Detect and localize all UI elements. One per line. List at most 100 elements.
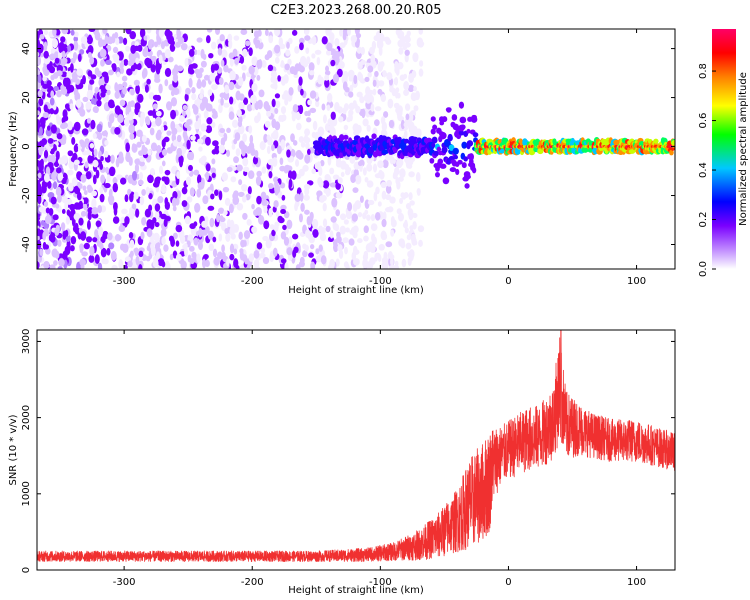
heatmap-cell: [87, 210, 92, 221]
heatmap-cell: [277, 75, 281, 82]
heatmap-cell: [378, 80, 385, 87]
heatmap-cell: [205, 171, 209, 181]
heatmap-cell: [150, 168, 155, 176]
heatmap-cell: [366, 124, 371, 132]
heatmap-cell: [181, 186, 188, 195]
heatmap-cell: [188, 48, 195, 57]
heatmap-cell: [94, 107, 99, 114]
heatmap-cell: [54, 57, 60, 64]
heatmap-cell: [429, 157, 435, 164]
heatmap-cell: [338, 134, 345, 142]
heatmap-cell: [184, 93, 189, 102]
x-tick-label: -300: [113, 577, 136, 588]
heatmap-cell: [353, 130, 360, 136]
heatmap-cell: [337, 177, 343, 184]
heatmap-cell: [202, 53, 207, 60]
heatmap-cell: [94, 229, 99, 238]
heatmap-cell: [364, 176, 369, 183]
heatmap-cell: [453, 154, 459, 160]
heatmap-cell: [329, 230, 334, 239]
heatmap-cell: [155, 116, 162, 127]
heatmap-cell: [55, 167, 62, 174]
heatmap-cell: [89, 56, 95, 65]
heatmap-cell: [94, 86, 100, 94]
heatmap-cell: [439, 120, 445, 126]
heatmap-cell: [353, 245, 358, 255]
colorbar-label: Normalized spectral amplitude: [738, 72, 749, 226]
heatmap-cell: [280, 258, 287, 264]
heatmap-cell: [294, 45, 300, 54]
heatmap-cell: [229, 70, 236, 81]
heatmap-cell: [396, 61, 404, 70]
heatmap-cell: [155, 110, 162, 117]
heatmap-cell: [382, 70, 387, 78]
heatmap-cell: [332, 220, 337, 231]
heatmap-cell: [273, 223, 279, 232]
heatmap-cell: [68, 182, 74, 192]
heatmap-cell: [226, 258, 230, 267]
heatmap-cell: [282, 224, 287, 231]
heatmap-cell: [455, 168, 460, 176]
heatmap-cell: [139, 196, 145, 206]
heatmap-cell: [173, 64, 179, 73]
heatmap-cell: [37, 110, 40, 116]
heatmap-cell: [272, 77, 278, 85]
heatmap-cell: [53, 260, 58, 266]
heatmap-cell: [291, 170, 297, 180]
heatmap-cell: [320, 255, 327, 265]
heatmap-cell: [398, 47, 404, 55]
heatmap-cell: [378, 243, 385, 251]
heatmap-cell: [175, 240, 180, 247]
heatmap-cell: [180, 260, 187, 269]
heatmap-cell: [325, 65, 330, 72]
heatmap-cell: [53, 86, 60, 92]
heatmap-cell: [351, 213, 358, 222]
heatmap-cell: [309, 244, 315, 250]
heatmap-cell: [89, 79, 95, 85]
heatmap-cell: [94, 67, 100, 76]
heatmap-cell: [411, 70, 417, 79]
heatmap-cell: [257, 29, 262, 37]
heatmap-cell: [184, 247, 188, 258]
heatmap-cell: [120, 66, 125, 75]
heatmap-cell: [144, 84, 149, 93]
heatmap-cell: [326, 42, 333, 52]
heatmap-cell: [213, 63, 220, 71]
heatmap-cell: [320, 159, 325, 167]
heatmap-cell: [114, 82, 119, 92]
heatmap-cell: [274, 121, 281, 131]
heatmap-cell: [339, 42, 346, 49]
heatmap-cell: [67, 121, 73, 131]
heatmap-cell: [112, 46, 119, 54]
heatmap-cell: [321, 103, 326, 111]
heatmap-cell: [86, 117, 92, 124]
heatmap-cell: [370, 214, 376, 222]
heatmap-cell: [243, 240, 247, 247]
heatmap-cell: [451, 114, 458, 121]
heatmap-cell: [156, 129, 162, 137]
heatmap-cell: [106, 89, 111, 96]
heatmap-cell: [105, 166, 110, 174]
colorbar-tick-label: 0.8: [698, 63, 709, 79]
heatmap-cell: [381, 190, 387, 200]
heatmap-cell: [166, 147, 174, 154]
heatmap-cell: [270, 70, 278, 79]
heatmap-cell: [160, 228, 167, 237]
heatmap-cell: [167, 56, 174, 63]
heatmap-cell: [194, 99, 200, 106]
heatmap-cell: [269, 253, 274, 263]
heatmap-cell: [191, 87, 196, 94]
heatmap-cell: [182, 130, 188, 140]
heatmap-cell: [268, 35, 274, 44]
heatmap-cell: [146, 29, 152, 34]
heatmap-cell: [418, 68, 424, 77]
heatmap-cell: [332, 73, 340, 84]
heatmap-cell: [164, 49, 171, 59]
heatmap-cell: [57, 266, 63, 269]
heatmap-cell: [98, 226, 104, 237]
heatmap-cell: [274, 107, 279, 115]
heatmap-cell: [211, 121, 216, 128]
heatmap-cell: [129, 31, 137, 40]
figure-title: C2E3.2023.268.00.20.R05: [270, 3, 441, 18]
heatmap-cell: [315, 100, 320, 108]
